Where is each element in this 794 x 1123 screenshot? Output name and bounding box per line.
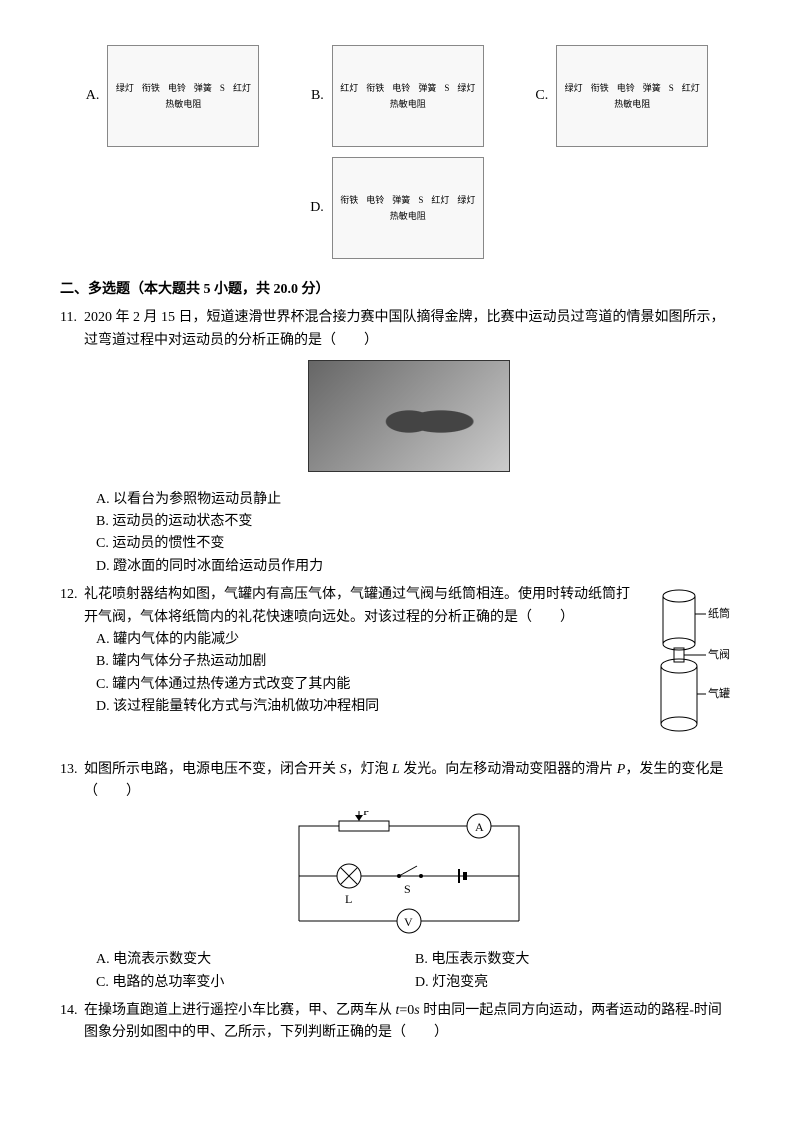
q11-image — [84, 360, 734, 480]
label-valve: 气阀 — [708, 647, 730, 661]
label-green: 绿灯 — [455, 80, 477, 96]
label-armature: 衔铁 — [338, 192, 360, 208]
label-green: 绿灯 — [114, 80, 136, 96]
option-letter: A. — [86, 85, 100, 107]
label-armature: 衔铁 — [140, 80, 162, 96]
option-letter: C. — [535, 85, 548, 107]
question-11: 11. 2020 年 2 月 15 日，短道速滑世界杯混合接力赛中国队摘得金牌，… — [60, 307, 734, 578]
question-14: 14. 在操场直跑道上进行遥控小车比赛，甲、乙两车从 t=0s 时由同一起点同方… — [60, 1000, 734, 1045]
choice-b: B. 运动员的运动状态不变 — [96, 511, 734, 533]
confetti-diagram-icon: 纸筒 气阀 气罐 — [644, 584, 734, 744]
circuit-diagram-d: 衔铁 电铃 弹簧 S 红灯 绿灯 热敏电阻 — [332, 157, 484, 259]
choice-d: D. 该过程能量转化方式与汽油机做功冲程相同 — [96, 696, 634, 718]
label-spring: 弹簧 — [416, 80, 438, 96]
choice-c: C. 电路的总功率变小 — [96, 972, 415, 994]
label-red: 红灯 — [231, 80, 253, 96]
q13-choices: A. 电流表示数变大 B. 电压表示数变大 C. 电路的总功率变小 D. 灯泡变… — [96, 949, 734, 994]
label-thermistor: 热敏电阻 — [612, 96, 652, 112]
question-number: 11. — [60, 307, 84, 578]
q14-text-pre: 在操场直跑道上进行遥控小车比赛，甲、乙两车从 — [84, 1003, 396, 1018]
q11-choices: A. 以看台为参照物运动员静止 B. 运动员的运动状态不变 C. 运动员的惯性不… — [96, 489, 734, 579]
question-text: 2020 年 2 月 15 日，短道速滑世界杯混合接力赛中国队摘得金牌，比赛中运… — [84, 310, 725, 347]
q14-text-mid1: =0 — [399, 1003, 414, 1018]
label-p: P — [363, 811, 370, 818]
label-spring: 弹簧 — [192, 80, 214, 96]
label-spring: 弹簧 — [390, 192, 412, 208]
label-a: A — [475, 820, 484, 834]
label-s: S — [404, 882, 411, 896]
choice-c: C. 罐内气体通过热传递方式改变了其内能 — [96, 674, 634, 696]
q12-text: 礼花喷射器结构如图，气罐内有高压气体，气罐通过气阀与纸筒相连。使用时转动纸筒打开… — [84, 584, 634, 752]
q12-diagram: 纸筒 气阀 气罐 — [644, 584, 734, 752]
label-thermistor: 热敏电阻 — [163, 96, 203, 112]
label-l: L — [345, 892, 352, 906]
label-v: V — [404, 915, 413, 929]
question-text: 礼花喷射器结构如图，气罐内有高压气体，气罐通过气阀与纸筒相连。使用时转动纸筒打开… — [84, 587, 630, 624]
label-red: 红灯 — [429, 192, 451, 208]
circuit-diagram-b: 红灯 衔铁 电铃 弹簧 S 绿灯 热敏电阻 — [332, 45, 484, 147]
question-13: 13. 如图所示电路，电源电压不变，闭合开关 S，灯泡 L 发光。向左移动滑动变… — [60, 759, 734, 995]
label-switch: S — [218, 80, 227, 96]
label-switch: S — [416, 192, 425, 208]
choice-a: A. 罐内气体的内能减少 — [96, 629, 634, 651]
choice-d: D. 蹬冰面的同时冰面给运动员作用力 — [96, 556, 734, 578]
circuit-diagram-c: 绿灯 衔铁 电铃 弹簧 S 红灯 热敏电阻 — [556, 45, 708, 147]
choice-b: B. 罐内气体分子热运动加剧 — [96, 651, 634, 673]
label-bell: 电铃 — [615, 80, 637, 96]
choice-a: A. 电流表示数变大 — [96, 949, 415, 971]
question-12: 12. 礼花喷射器结构如图，气罐内有高压气体，气罐通过气阀与纸筒相连。使用时转动… — [60, 584, 734, 752]
q10-option-d: D. 衔铁 电铃 弹簧 S 红灯 绿灯 热敏电阻 — [310, 157, 484, 259]
section-2-header: 二、多选题（本大题共 5 小题，共 20.0 分） — [60, 279, 734, 301]
q10-option-b: B. 红灯 衔铁 电铃 弹簧 S 绿灯 热敏电阻 — [311, 45, 484, 147]
question-body: 2020 年 2 月 15 日，短道速滑世界杯混合接力赛中国队摘得金牌，比赛中运… — [84, 307, 734, 578]
question-body: 在操场直跑道上进行遥控小车比赛，甲、乙两车从 t=0s 时由同一起点同方向运动，… — [84, 1000, 734, 1045]
q10-option-c: C. 绿灯 衔铁 电铃 弹簧 S 红灯 热敏电阻 — [535, 45, 708, 147]
q13-text-mid: ，灯泡 — [347, 762, 393, 777]
label-bell: 电铃 — [364, 192, 386, 208]
q10-options: A. 绿灯 衔铁 电铃 弹簧 S 红灯 热敏电阻 B. 红灯 衔铁 电铃 弹簧 … — [60, 40, 734, 264]
choice-c: C. 运动员的惯性不变 — [96, 533, 734, 555]
label-red: 红灯 — [680, 80, 702, 96]
choice-d: D. 灯泡变亮 — [415, 972, 734, 994]
skating-photo — [308, 360, 510, 472]
q13-var-l: L — [392, 762, 400, 777]
question-number: 14. — [60, 1000, 84, 1045]
label-tube: 纸筒 — [708, 606, 730, 620]
label-green: 绿灯 — [455, 192, 477, 208]
label-spring: 弹簧 — [641, 80, 663, 96]
q13-text-mid2: 发光。向左移动滑动变阻器的滑片 — [400, 762, 617, 777]
label-thermistor: 热敏电阻 — [388, 208, 428, 224]
question-number: 13. — [60, 759, 84, 995]
option-letter: D. — [310, 197, 324, 219]
q12-choices: A. 罐内气体的内能减少 B. 罐内气体分子热运动加剧 C. 罐内气体通过热传递… — [96, 629, 634, 719]
q13-var-s: S — [340, 762, 347, 777]
label-switch: S — [442, 80, 451, 96]
q13-text-pre: 如图所示电路，电源电压不变，闭合开关 — [84, 762, 340, 777]
label-thermistor: 热敏电阻 — [388, 96, 428, 112]
choice-a: A. 以看台为参照物运动员静止 — [96, 489, 734, 511]
label-armature: 衔铁 — [589, 80, 611, 96]
label-bell: 电铃 — [390, 80, 412, 96]
label-bell: 电铃 — [166, 80, 188, 96]
label-can: 气罐 — [708, 686, 730, 700]
circuit-diagram-a: 绿灯 衔铁 电铃 弹簧 S 红灯 热敏电阻 — [107, 45, 259, 147]
circuit-diagram-icon: P A L S V — [279, 811, 539, 941]
label-red: 红灯 — [338, 80, 360, 96]
q10-option-a: A. 绿灯 衔铁 电铃 弹簧 S 红灯 热敏电阻 — [86, 45, 260, 147]
label-green: 绿灯 — [563, 80, 585, 96]
label-armature: 衔铁 — [364, 80, 386, 96]
choice-b: B. 电压表示数变大 — [415, 949, 734, 971]
option-letter: B. — [311, 85, 324, 107]
question-number: 12. — [60, 584, 84, 752]
question-body: 礼花喷射器结构如图，气罐内有高压气体，气罐通过气阀与纸筒相连。使用时转动纸筒打开… — [84, 584, 734, 752]
label-switch: S — [667, 80, 676, 96]
question-body: 如图所示电路，电源电压不变，闭合开关 S，灯泡 L 发光。向左移动滑动变阻器的滑… — [84, 759, 734, 995]
